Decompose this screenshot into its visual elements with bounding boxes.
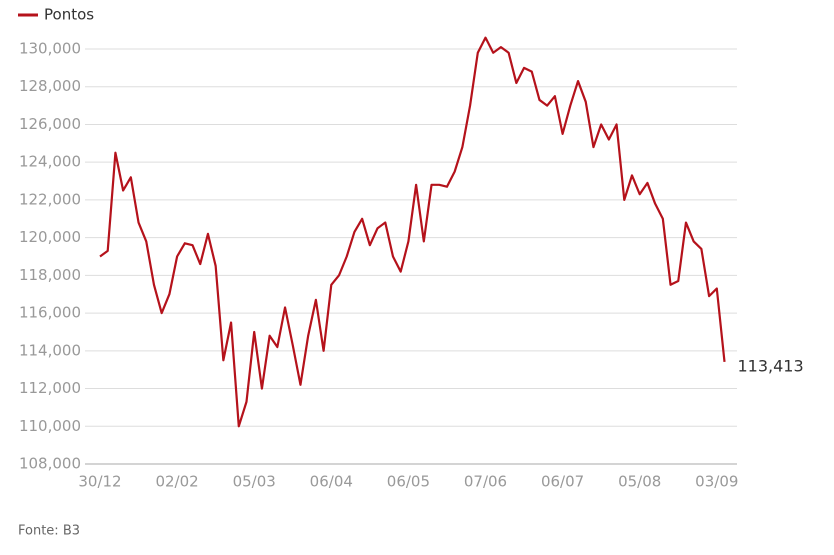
y-tick-label: 110,000 <box>19 417 81 435</box>
x-tick-label: 07/06 <box>464 473 507 491</box>
x-tick-label: 05/03 <box>233 473 276 491</box>
y-tick-label: 124,000 <box>19 153 81 171</box>
source: Fonte: B3 <box>18 524 80 539</box>
y-tick-label: 126,000 <box>19 115 81 133</box>
y-tick-label: 118,000 <box>19 266 81 284</box>
x-tick-label: 06/07 <box>541 473 584 491</box>
x-tick-label: 30/12 <box>78 473 121 491</box>
x-tick-label: 02/02 <box>155 473 198 491</box>
y-tick-label: 114,000 <box>19 341 81 359</box>
y-tick-label: 128,000 <box>19 77 81 95</box>
y-tick-label: 122,000 <box>19 190 81 208</box>
line <box>99 36 726 428</box>
x-tick-label: 03/09 <box>695 473 738 491</box>
y-tick-label: 116,000 <box>19 304 81 322</box>
x-tick-label: 06/04 <box>310 473 353 491</box>
y-tick-label: 120,000 <box>19 228 81 246</box>
y-tick-label: 112,000 <box>19 379 81 397</box>
x-tick-label: 06/05 <box>387 473 430 491</box>
x-tick-label: 05/08 <box>618 473 661 491</box>
y-tick-label: 108,000 <box>19 455 81 473</box>
legend-label: Pontos <box>44 6 94 24</box>
value-label: 113,413 <box>738 356 804 375</box>
y-tick-label: 130,000 <box>19 40 81 58</box>
